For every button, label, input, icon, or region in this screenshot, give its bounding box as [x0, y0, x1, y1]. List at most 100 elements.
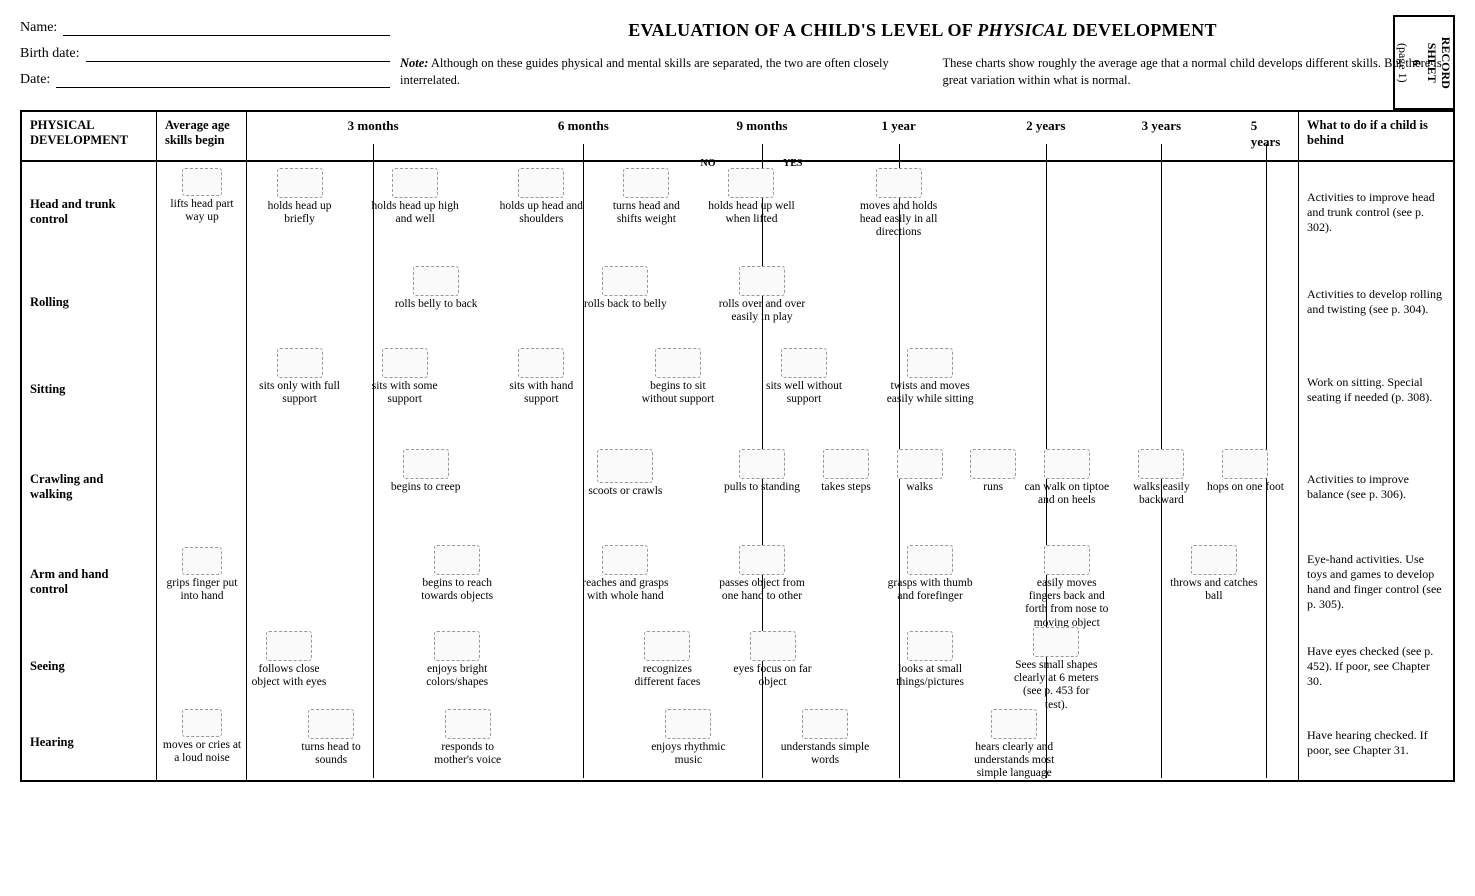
row-age-cell: moves or cries at a loud noise [157, 705, 247, 780]
no-label: NO [700, 158, 715, 170]
row-advice: Activities to improve head and trunk con… [1298, 162, 1453, 262]
milestone-text: grips finger put into hand [161, 577, 243, 603]
milestone-text: sits with hand support [496, 380, 586, 406]
milestone-text: throws and catches ball [1169, 577, 1259, 603]
illustration-icon [1222, 449, 1268, 479]
chart-body: Head and trunk controllifts head part wa… [22, 162, 1453, 780]
milestone-item: NOYESholds head up well when lifted [706, 168, 796, 226]
milestone-item: pulls to standing [717, 449, 807, 494]
note-left: Note: Although on these guides physical … [400, 55, 903, 89]
illustration-icon [728, 168, 774, 198]
illustration-icon [602, 266, 648, 296]
milestone-item: understands simple words [780, 709, 870, 767]
milestone-item: enjoys rhythmic music [643, 709, 733, 767]
row-age-cell [157, 627, 247, 705]
row-timeline: holds head up brieflyholds head up high … [247, 162, 1298, 262]
illustration-icon [1138, 449, 1184, 479]
milestone-text: turns head and shifts weight [601, 200, 691, 226]
stamp-l1: RECORD [1438, 36, 1452, 88]
illustration-icon [781, 348, 827, 378]
illustration-icon [991, 709, 1037, 739]
milestone-item: lifts head part way up [161, 168, 243, 224]
illustration-icon [182, 168, 222, 196]
milestone-text: begins to creep [381, 481, 471, 494]
stamp-l2: SHEET [1424, 36, 1438, 88]
milestone-item: sits with some support [360, 348, 450, 406]
timeline-mark: 1 year [881, 118, 915, 134]
illustration-icon [1044, 449, 1090, 479]
note-label: Note: [400, 56, 428, 70]
illustration-icon [182, 547, 222, 575]
milestone-item: scoots or crawls [570, 449, 680, 498]
row-age-cell: lifts head part way up [157, 162, 247, 262]
milestone-item: sits well without support [759, 348, 849, 406]
note2-text: These charts show roughly the average ag… [943, 56, 1442, 87]
illustration-icon [739, 449, 785, 479]
milestone-item: rolls over and over easily in play [717, 266, 807, 324]
milestone-item: grasps with thumb and forefinger [885, 545, 975, 603]
birth-input-line[interactable] [86, 48, 391, 62]
milestone-item: grips finger put into hand [161, 547, 243, 603]
row-hearing: Hearingmoves or cries at a loud noisetur… [22, 705, 1453, 780]
title-italic: PHYSICAL [977, 20, 1067, 40]
record-sheet-stamp: RECORD SHEET 6 (page 1) [1393, 15, 1455, 110]
timeline-mark: 3 years [1142, 118, 1181, 134]
milestone-text: hops on one foot [1200, 481, 1290, 494]
row-age-cell [157, 342, 247, 437]
illustration-icon [266, 631, 312, 661]
milestone-text: pulls to standing [717, 481, 807, 494]
page-title: EVALUATION OF A CHILD'S LEVEL OF PHYSICA… [400, 20, 1445, 41]
milestone-text: holds head up well when lifted [706, 200, 796, 226]
row-timeline: begins to reach towards objectsreaches a… [247, 537, 1298, 627]
milestone-text: moves and holds head easily in all direc… [854, 200, 944, 240]
row-label: Seeing [22, 627, 157, 705]
milestone-text: follows close object with eyes [244, 663, 334, 689]
illustration-icon [434, 631, 480, 661]
milestone-text: enjoys rhythmic music [643, 741, 733, 767]
timeline-mark: 9 months [737, 118, 788, 134]
illustration-icon [823, 449, 869, 479]
milestone-item: follows close object with eyes [244, 631, 334, 689]
milestone-text: can walk on tiptoe and on heels [1022, 481, 1112, 507]
milestone-item: hops on one foot [1200, 449, 1290, 494]
illustration-icon [907, 545, 953, 575]
milestone-text: understands simple words [780, 741, 870, 767]
milestone-item: enjoys bright colors/shapes [412, 631, 502, 689]
milestone-text: walks easily backward [1116, 481, 1206, 507]
row-crawling: Crawling and walkingbegins to creepscoot… [22, 437, 1453, 537]
milestone-item: moves and holds head easily in all direc… [854, 168, 944, 240]
birth-label: Birth date: [20, 46, 80, 62]
row-age-cell: grips finger put into hand [157, 537, 247, 627]
title-pre: EVALUATION OF A CHILD'S LEVEL OF [628, 20, 977, 40]
illustration-icon [1191, 545, 1237, 575]
name-input-line[interactable] [63, 22, 390, 36]
milestone-item: holds up head and shoulders [496, 168, 586, 226]
milestone-item: twists and moves easily while sitting [885, 348, 975, 406]
row-arm: Arm and hand controlgrips finger put int… [22, 537, 1453, 627]
milestone-item: begins to creep [381, 449, 471, 494]
milestone-text: Sees small shapes clearly at 6 meters (s… [1011, 659, 1101, 712]
milestone-item: Sees small shapes clearly at 6 meters (s… [1011, 627, 1101, 712]
milestone-text: reaches and grasps with whole hand [580, 577, 670, 603]
milestone-text: responds to mother's voice [423, 741, 513, 767]
milestone-item: holds head up briefly [255, 168, 345, 226]
milestone-text: turns head to sounds [286, 741, 376, 767]
row-label: Sitting [22, 342, 157, 437]
row-age-cell [157, 437, 247, 537]
illustration-icon [518, 348, 564, 378]
illustration-icon [308, 709, 354, 739]
illustration-icon [739, 545, 785, 575]
milestone-text: enjoys bright colors/shapes [412, 663, 502, 689]
milestone-text: scoots or crawls [570, 485, 680, 498]
col-what-to-do: What to do if a child is behind [1298, 112, 1453, 160]
milestone-item: rolls belly to back [391, 266, 481, 311]
milestone-item: responds to mother's voice [423, 709, 513, 767]
illustration-icon [907, 348, 953, 378]
milestone-text: looks at small things/pictures [885, 663, 975, 689]
row-age-cell [157, 262, 247, 342]
illustration-icon [644, 631, 690, 661]
notes-row: Note: Although on these guides physical … [400, 55, 1445, 89]
milestone-item: throws and catches ball [1169, 545, 1259, 603]
illustration-icon [413, 266, 459, 296]
date-input-line[interactable] [56, 74, 390, 88]
